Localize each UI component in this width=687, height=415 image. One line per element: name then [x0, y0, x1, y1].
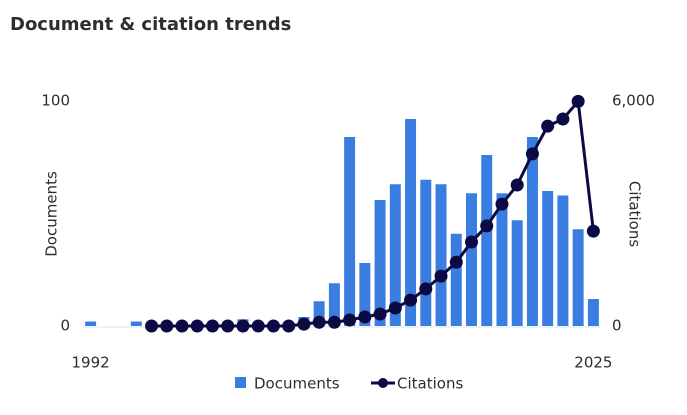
legend-label: Citations — [397, 375, 463, 393]
line-point — [449, 255, 463, 269]
line-point — [221, 319, 235, 333]
bar — [359, 263, 371, 326]
line-point — [495, 197, 509, 211]
y2-axis-label: Citations — [626, 181, 644, 247]
x-tick-label: 1992 — [72, 354, 110, 372]
y-axis-label: Documents — [43, 171, 61, 257]
bar — [435, 184, 447, 326]
line-point — [510, 178, 524, 192]
line-point — [556, 112, 570, 126]
line-point — [388, 301, 402, 315]
line-point — [206, 319, 219, 333]
bar — [85, 321, 97, 326]
bar — [450, 233, 462, 326]
line-point — [343, 313, 357, 327]
line-point — [297, 317, 311, 331]
line-point — [525, 147, 539, 161]
bar — [328, 283, 340, 326]
line-point — [571, 94, 585, 108]
line-point — [175, 319, 189, 333]
chart-title: Document & citation trends — [10, 14, 291, 35]
bar — [374, 200, 386, 326]
line-point — [160, 319, 174, 333]
legend-swatch — [378, 378, 388, 388]
line-point — [480, 219, 494, 233]
bar — [389, 184, 401, 326]
line-point — [404, 293, 418, 307]
bar — [572, 229, 584, 326]
line-point — [358, 310, 372, 324]
bar — [526, 137, 538, 326]
bar — [481, 155, 493, 326]
bar — [313, 301, 325, 326]
line-point — [327, 315, 341, 329]
bar — [587, 299, 599, 326]
line-point — [251, 319, 265, 333]
bar — [344, 137, 356, 326]
bar — [466, 193, 477, 326]
line-point — [190, 319, 204, 333]
line-point — [586, 224, 600, 238]
x-tick-label: 2025 — [574, 354, 612, 372]
line-point — [312, 315, 326, 329]
bar — [557, 195, 569, 326]
bar — [405, 119, 417, 326]
y2-tick-label: 6,000 — [612, 92, 655, 110]
line-point — [373, 307, 387, 321]
line-point — [145, 319, 159, 333]
line-point — [434, 269, 448, 283]
line-point — [419, 282, 433, 296]
line-point — [465, 235, 478, 249]
line-point — [541, 119, 555, 133]
line-point — [236, 319, 250, 333]
line-point — [282, 319, 296, 333]
bar — [130, 321, 142, 326]
y-tick-label: 0 — [60, 317, 70, 335]
bar — [420, 179, 432, 326]
bar — [496, 193, 508, 326]
legend-label: Documents — [254, 375, 340, 393]
y2-tick-label: 0 — [612, 317, 622, 335]
bar — [542, 191, 554, 326]
line-point — [266, 319, 280, 333]
legend-swatch — [235, 377, 246, 388]
bar — [511, 220, 523, 326]
y-tick-label: 100 — [41, 92, 70, 110]
